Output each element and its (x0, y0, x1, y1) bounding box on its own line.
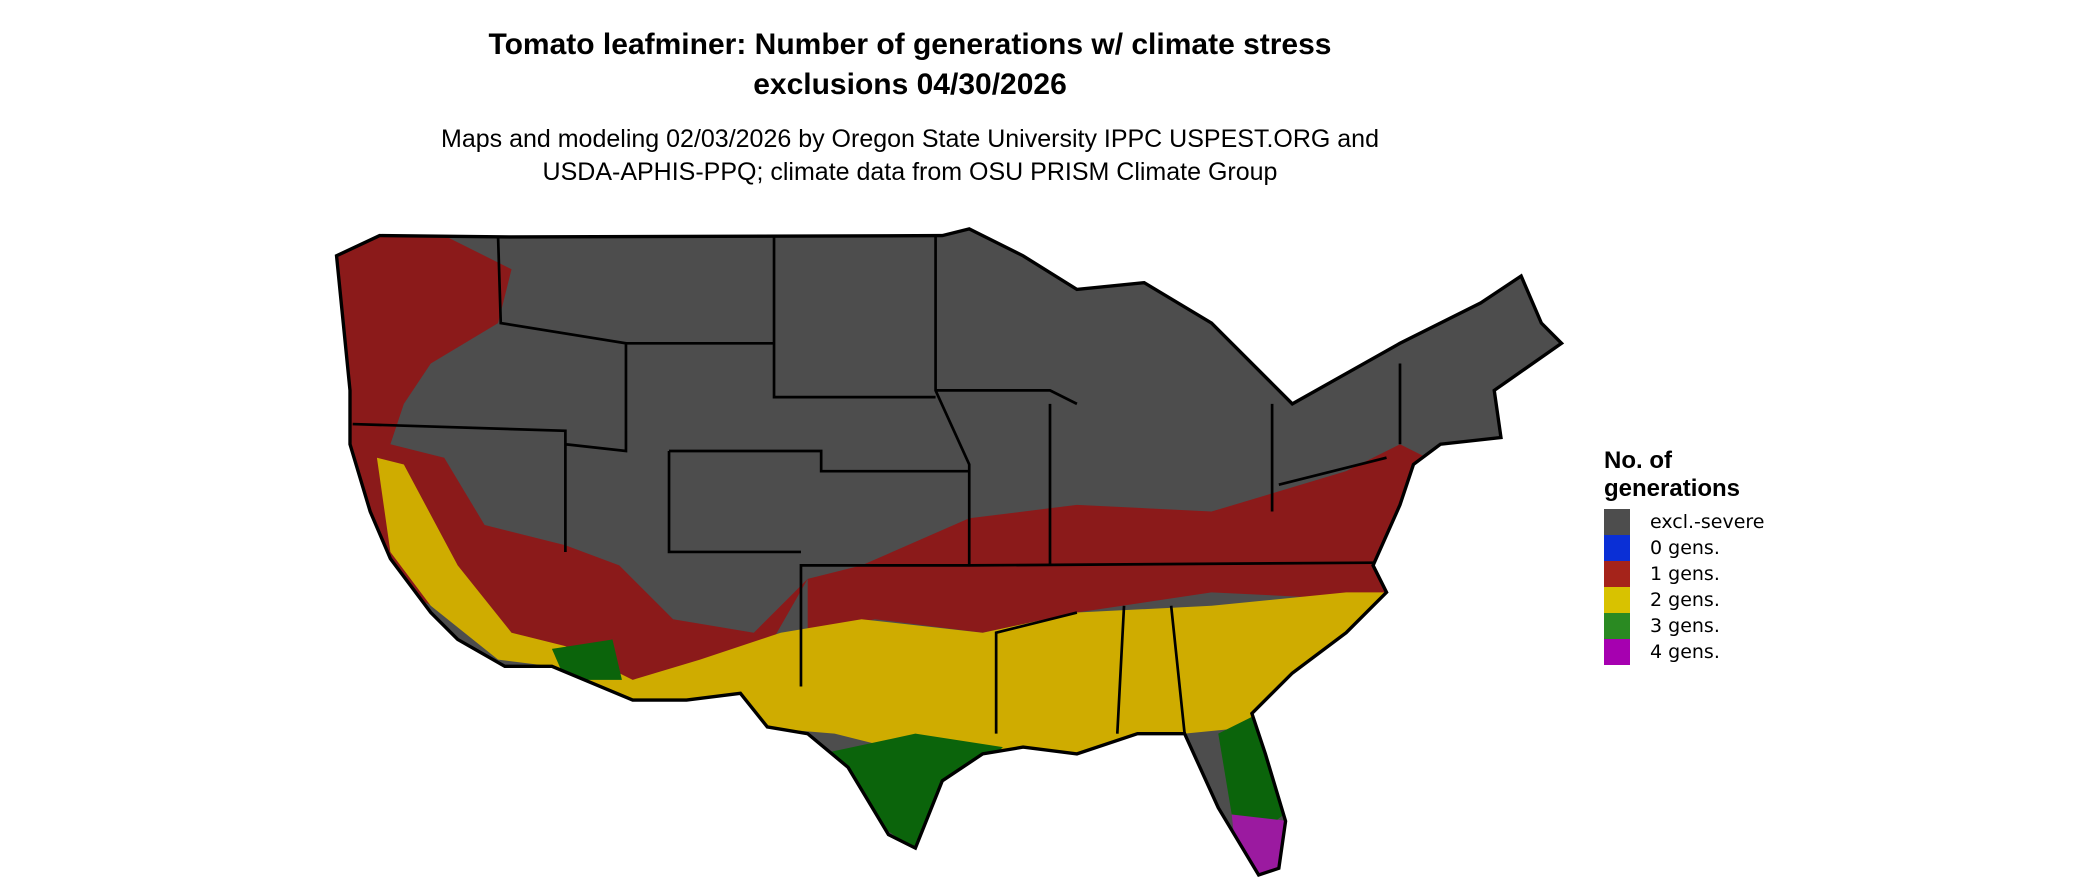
legend-swatch (1604, 535, 1630, 561)
legend-swatch (1604, 639, 1630, 665)
legend-label: 3 gens. (1650, 615, 1720, 637)
legend-item-2-gens: 2 gens. (1604, 587, 1804, 613)
region-3-gen-arizona (551, 639, 622, 680)
legend-item-excl-severe: excl.-severe (1604, 509, 1804, 535)
legend-item-4-gens: 4 gens. (1604, 639, 1804, 665)
legend-item-0-gens: 0 gens. (1604, 535, 1804, 561)
legend-title-line2: generations (1604, 475, 1741, 502)
us-outline (334, 227, 1565, 878)
legend-swatch (1604, 587, 1630, 613)
map-title-line1: Tomato leafminer: Number of generations … (488, 28, 1332, 61)
legend-swatch (1604, 561, 1630, 587)
legend-label: 1 gens. (1650, 563, 1720, 585)
region-3-gen-texas (821, 733, 1003, 862)
region-1-gen-east (807, 444, 1427, 633)
legend-swatch (1604, 509, 1630, 535)
legend-item-3-gens: 3 gens. (1604, 613, 1804, 639)
legend-label: 0 gens. (1650, 537, 1720, 559)
legend-swatch (1604, 613, 1630, 639)
map-subtitle-line2: USDA-APHIS-PPQ; climate data from OSU PR… (542, 158, 1278, 186)
map-subtitle-line1: Maps and modeling 02/03/2026 by Oregon S… (441, 125, 1379, 153)
map-title-line2: exclusions 04/30/2026 (753, 68, 1067, 101)
legend-label: excl.-severe (1650, 511, 1765, 533)
legend-label: 4 gens. (1650, 641, 1720, 663)
region-3-gen-florida (1218, 713, 1293, 824)
legend: No. of generations excl.-severe 0 gens. … (1604, 447, 1804, 665)
legend-label: 2 gens. (1650, 589, 1720, 611)
state-borders (352, 235, 1402, 734)
legend-title-line1: No. of (1604, 447, 1672, 474)
legend-item-1-gens: 1 gens. (1604, 561, 1804, 587)
region-2-gen (376, 457, 1387, 754)
